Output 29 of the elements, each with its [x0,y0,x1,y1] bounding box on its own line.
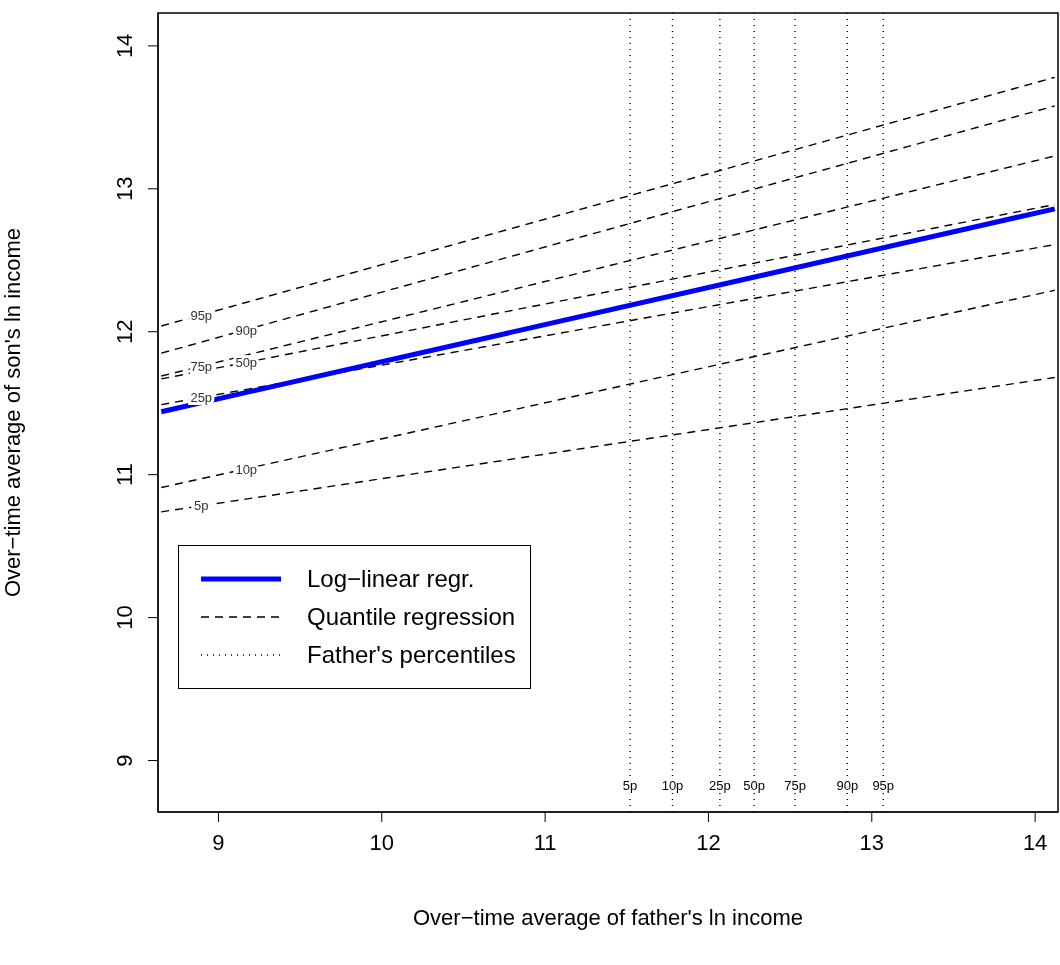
y-tick-label: 9 [112,754,137,767]
legend-label: Log−linear regr. [307,565,475,593]
x-tick-label: 13 [859,829,885,855]
ref-line-label: 10p [661,778,684,793]
ref-line-label: 95p [872,778,895,793]
annotation: Father's percentiles [307,641,516,669]
y-tick-label: 12 [112,319,137,344]
ref-line-label: 90p [836,778,859,793]
x-tick-label: 9 [212,829,225,855]
y-tick-label: 10 [112,605,137,630]
x-tick-label: 11 [533,829,557,855]
series-label: 5p [194,498,209,514]
series-label: 95p [190,308,213,323]
ref-line-label: 25p [709,778,731,793]
annotation: Quantile regression [307,603,516,631]
series-label: 50p [235,355,258,371]
x-tick-label: 10 [369,829,395,855]
series-label: 10p [235,461,258,477]
y-axis-title: Over−time average of son's ln income [0,227,25,598]
ref-line-label: 50p [743,778,766,793]
x-tick-label: 14 [1022,829,1048,855]
y-tick-label: 14 [112,33,137,59]
x-tick-label: 12 [696,829,721,855]
series-label: 90p [235,322,258,338]
x-axis-title: Over−time average of father's ln income [413,905,803,930]
ref-line-label: 5p [622,778,638,793]
y-tick-label: 11 [112,463,137,487]
ref-line-label: 75p [784,778,806,793]
y-tick-label: 13 [112,176,137,202]
